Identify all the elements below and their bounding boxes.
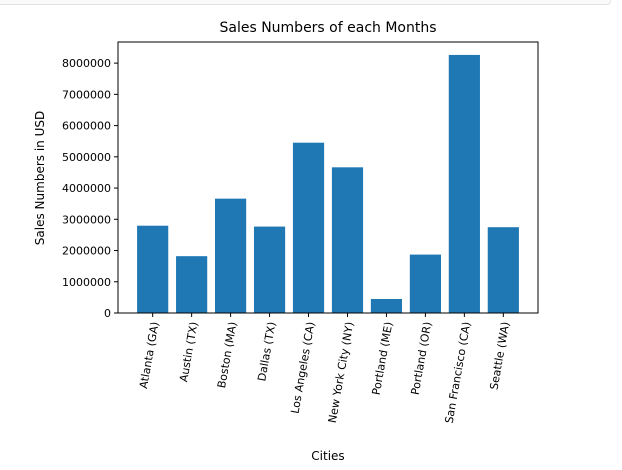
y-tick-label: 1000000 — [62, 276, 111, 289]
y-tick-label: 0 — [104, 307, 111, 320]
x-axis: Atlanta (GA) Austin (TX) Boston (MA) Dallas… — [137, 313, 512, 424]
bar — [176, 256, 208, 313]
bar — [253, 226, 286, 313]
x-tick-label: Boston (MA) — [215, 321, 239, 389]
x-tick-label: Portland (ME) — [370, 321, 396, 396]
x-tick-label: Dallas (TX) — [255, 321, 278, 382]
y-tick-label: 5000000 — [62, 151, 111, 164]
y-tick-label: 2000000 — [62, 245, 111, 258]
bar — [331, 167, 364, 313]
bar — [215, 198, 247, 313]
y-tick-label: 6000000 — [62, 120, 111, 133]
x-tick-label: Atlanta (GA) — [137, 321, 162, 390]
bar — [448, 54, 480, 314]
bar — [137, 225, 169, 313]
chart-title: Sales Numbers of each Months — [219, 20, 436, 36]
x-axis-label: Cities — [311, 449, 344, 463]
y-axis-label: Sales Numbers in USD — [33, 111, 47, 245]
x-tick-label: New York City (NY) — [326, 321, 357, 424]
y-tick-label: 8000000 — [62, 57, 111, 70]
y-axis: 0 1000000 2000000 3000000 4000000 5000000 6000… — [62, 57, 118, 320]
x-tick-label: Los Angeles (CA) — [288, 321, 317, 415]
bar — [292, 142, 325, 313]
x-tick-label: Austin (TX) — [177, 321, 200, 383]
bars — [137, 54, 519, 314]
y-tick-label: 3000000 — [62, 213, 111, 226]
bar — [487, 227, 519, 313]
x-tick-label: San Francisco (CA) — [443, 321, 474, 425]
plot-area — [117, 41, 539, 314]
x-tick-label: Seattle (WA) — [487, 321, 512, 391]
y-tick-label: 7000000 — [62, 88, 111, 101]
bar — [370, 298, 403, 313]
cell-border — [0, 0, 611, 5]
bar — [409, 254, 441, 313]
x-tick-label: Portland (OR) — [409, 321, 435, 396]
y-tick-label: 4000000 — [62, 182, 111, 195]
